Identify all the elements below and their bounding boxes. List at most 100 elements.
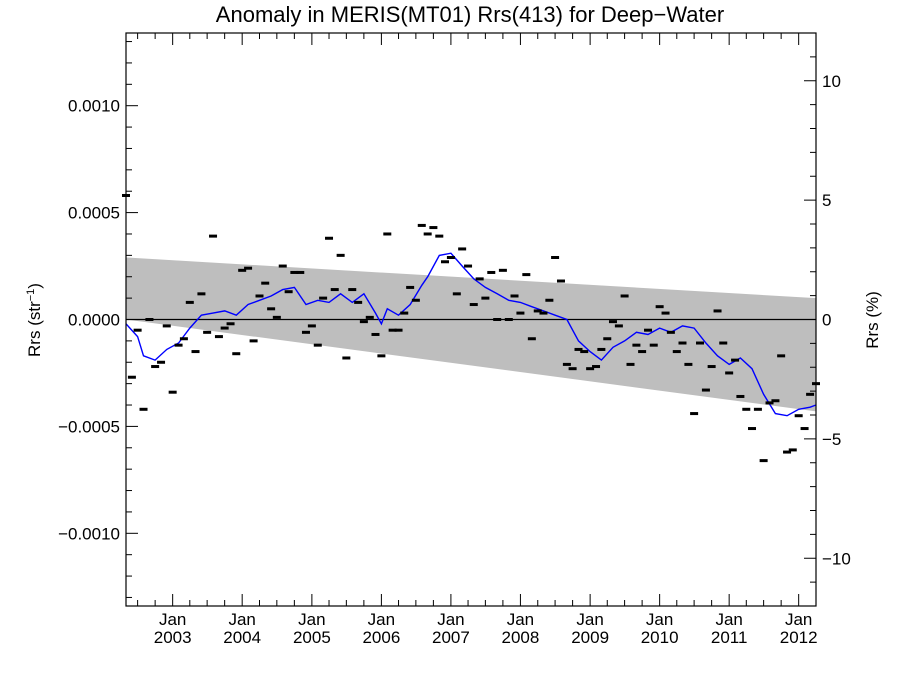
y-right-tick-label: 5 — [822, 191, 831, 210]
data-point — [342, 356, 351, 360]
y-right-tick-label: −5 — [822, 430, 841, 449]
data-point — [626, 362, 635, 366]
y-left-tick-label: −0.0010 — [58, 524, 120, 543]
ticks-layer: 0.0010 0.0005 0.0000 −0.0005 −0.0010 10 5 0 −5 −1… — [58, 32, 851, 647]
data-point — [296, 270, 305, 274]
data-point — [336, 253, 345, 257]
y-right-tick-label: 0 — [822, 311, 831, 330]
data-point — [133, 328, 142, 332]
data-point — [307, 324, 316, 328]
data-point — [498, 268, 507, 272]
data-point — [510, 294, 519, 298]
data-point — [185, 300, 194, 304]
data-point — [145, 318, 154, 321]
data-point — [272, 315, 281, 319]
data-points-layer — [122, 193, 820, 463]
x-tick-label-month: Jan — [159, 610, 186, 629]
data-point — [638, 350, 647, 354]
data-point — [319, 296, 328, 300]
x-tick-label-year: 2012 — [780, 628, 818, 647]
data-point — [493, 318, 502, 321]
series-line-layer — [125, 252, 817, 417]
data-point — [580, 350, 589, 354]
data-point — [162, 324, 171, 328]
data-point — [226, 322, 235, 326]
data-point — [417, 223, 426, 227]
x-tick-label-month: Jan — [368, 610, 395, 629]
data-point — [168, 390, 177, 394]
data-point — [278, 264, 287, 268]
y-right-tick-label: 10 — [822, 72, 841, 91]
data-point — [678, 341, 687, 345]
data-point — [516, 311, 525, 315]
data-point — [661, 311, 670, 315]
data-point — [788, 448, 797, 452]
data-point — [748, 427, 757, 431]
data-point — [267, 307, 276, 311]
series-line-0 — [125, 252, 817, 417]
data-point — [261, 281, 270, 285]
data-point — [753, 407, 762, 411]
x-tick-label-year: 2008 — [502, 628, 540, 647]
data-point — [701, 388, 710, 392]
x-tick-label-year: 2004 — [223, 628, 261, 647]
data-point — [800, 427, 809, 431]
data-point — [632, 343, 641, 347]
data-point — [731, 358, 740, 362]
data-point — [400, 311, 409, 315]
data-point — [238, 268, 247, 272]
data-point — [672, 350, 681, 354]
data-point — [713, 309, 722, 313]
data-point — [666, 330, 675, 334]
x-tick-label-month: Jan — [507, 610, 534, 629]
data-point — [411, 298, 420, 302]
x-tick-label-year: 2011 — [711, 628, 748, 647]
data-point — [446, 255, 455, 259]
data-point — [301, 330, 310, 334]
data-point — [284, 290, 293, 294]
data-point — [388, 328, 397, 332]
y-left-tick-label: −0.0005 — [58, 417, 120, 436]
data-point — [127, 375, 136, 379]
data-point — [487, 270, 496, 274]
data-point — [556, 279, 565, 283]
data-point — [348, 288, 357, 292]
data-point — [592, 365, 601, 369]
data-point — [777, 354, 786, 358]
data-point — [533, 309, 542, 313]
data-point — [586, 367, 595, 371]
data-point — [684, 362, 693, 366]
x-tick-label-year: 2005 — [293, 628, 331, 647]
data-point — [429, 226, 438, 230]
y-left-tick-label: 0.0000 — [68, 311, 120, 330]
data-point — [330, 288, 339, 292]
data-point — [179, 337, 188, 341]
y-axis-left-label-text: Rrs (str — [25, 301, 44, 357]
y-axis-left-label-superscript: −1 — [25, 289, 37, 302]
x-tick-label-year: 2007 — [432, 628, 470, 647]
data-point — [539, 311, 548, 315]
data-point — [545, 298, 554, 302]
data-point — [759, 459, 768, 463]
data-point — [197, 292, 206, 296]
data-point — [354, 300, 363, 304]
data-point — [649, 343, 658, 347]
data-point — [464, 264, 473, 268]
data-point — [551, 255, 560, 259]
x-tick-label-month: Jan — [646, 610, 673, 629]
data-point — [313, 343, 322, 347]
data-point — [458, 247, 467, 251]
data-point — [249, 339, 258, 343]
data-point — [783, 450, 792, 454]
y-axis-right-label: Rrs (%) — [863, 291, 882, 349]
data-point — [765, 401, 774, 405]
x-tick-label-year: 2006 — [362, 628, 400, 647]
data-point — [742, 407, 751, 411]
y-axis-left-label-close: ) — [25, 283, 44, 289]
data-point — [371, 332, 380, 336]
x-tick-label-month: Jan — [437, 610, 464, 629]
data-point — [203, 330, 212, 334]
data-point — [441, 260, 450, 264]
